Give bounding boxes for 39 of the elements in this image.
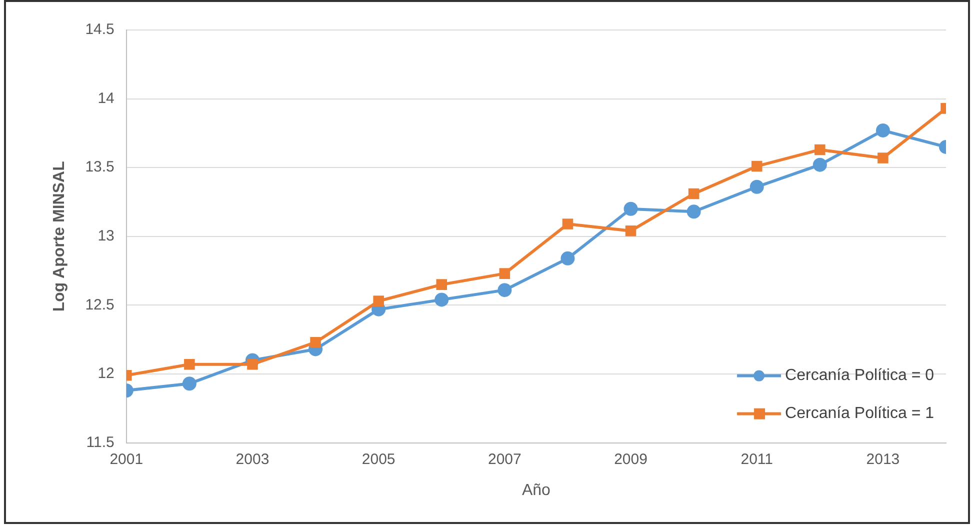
x-tick-label: 2007 bbox=[488, 450, 522, 468]
y-axis-title: Log Aporte MINSAL bbox=[51, 160, 68, 312]
point bbox=[878, 152, 888, 164]
x-tick-label: 2003 bbox=[236, 450, 270, 468]
point bbox=[688, 188, 700, 200]
point bbox=[310, 336, 321, 348]
point bbox=[624, 202, 638, 216]
point bbox=[434, 292, 449, 307]
point bbox=[436, 279, 448, 290]
point bbox=[812, 158, 827, 172]
y-tick-label: 13.5 bbox=[85, 158, 114, 176]
point bbox=[876, 123, 890, 138]
y-tick-label: 14 bbox=[98, 90, 114, 107]
point bbox=[499, 268, 510, 279]
point bbox=[686, 204, 701, 219]
legend-label: Cercanía Política = 1 bbox=[785, 405, 934, 422]
x-tick-label: 2009 bbox=[614, 450, 648, 468]
x-tick-label: 2013 bbox=[866, 450, 900, 468]
x-axis-title: Año bbox=[522, 482, 551, 499]
y-tick-label: 11.5 bbox=[86, 434, 114, 451]
point bbox=[750, 180, 764, 194]
x-tick-label: 2005 bbox=[362, 450, 396, 468]
point bbox=[498, 283, 512, 298]
y-tick-label: 13 bbox=[98, 228, 114, 245]
point bbox=[814, 144, 826, 156]
y-tick-label: 12 bbox=[98, 365, 114, 382]
point bbox=[560, 251, 575, 266]
x-tick-label: 2001 bbox=[110, 450, 144, 468]
y-tick-label: 14.5 bbox=[85, 21, 114, 38]
point bbox=[751, 160, 762, 172]
y-tick-label: 12.5 bbox=[85, 296, 114, 314]
legend-label: Cercanía Política = 0 bbox=[785, 367, 934, 384]
point bbox=[182, 376, 196, 391]
point bbox=[247, 358, 258, 370]
point bbox=[625, 226, 636, 236]
point bbox=[562, 218, 574, 230]
point bbox=[373, 296, 384, 306]
point bbox=[184, 358, 195, 370]
x-tick-label: 2011 bbox=[740, 450, 773, 468]
